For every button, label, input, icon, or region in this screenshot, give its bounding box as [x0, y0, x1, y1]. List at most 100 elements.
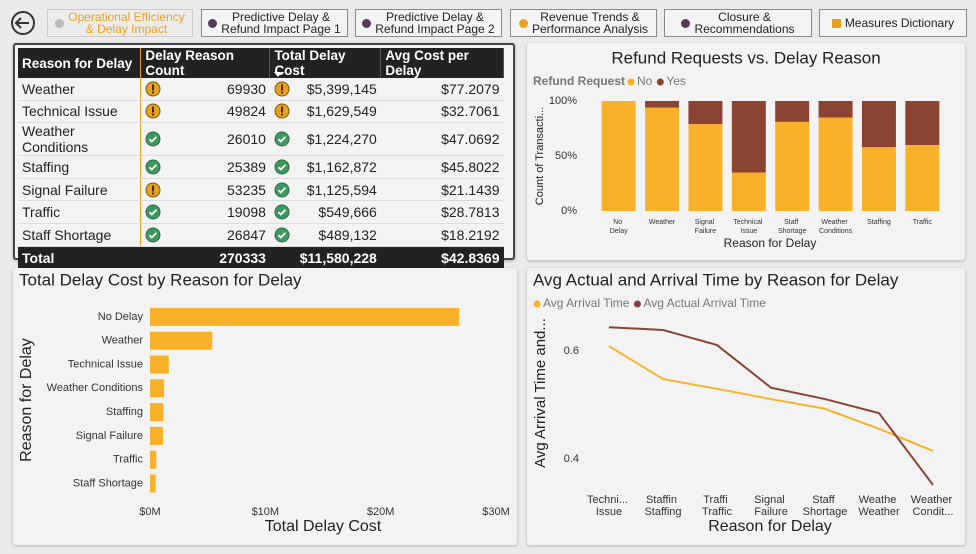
cell-content: 26847	[145, 227, 266, 243]
icon-check	[277, 136, 287, 143]
table-row: Staffing 25389 $1,162,872 $45.8022	[18, 155, 504, 179]
nav-button[interactable]: Operational Efficiency & Delay Impact	[47, 9, 193, 37]
y-axis-title: Count of Transacti...	[534, 107, 546, 205]
cell-text: 19098	[227, 204, 266, 221]
check-icon	[274, 182, 290, 198]
icon-circle	[145, 131, 161, 147]
icon-circle	[274, 131, 290, 147]
table-cell: $47.0692	[380, 122, 504, 157]
legend-marker	[633, 300, 641, 308]
x-tick-label: $30M	[482, 506, 510, 518]
check-icon	[274, 131, 290, 147]
table-cell: $1,629,549	[269, 100, 381, 124]
x-tick-label: No Delay	[610, 219, 628, 235]
nav-label-line: Measures Dictionary	[844, 16, 955, 30]
icon-dot	[280, 113, 283, 116]
nav-label-line: Operational Efficiency	[68, 10, 185, 24]
nav-icon	[208, 18, 218, 28]
bar-segment	[818, 101, 853, 118]
time-chart: Avg Actual and Arrival Time by Reason fo…	[532, 270, 955, 535]
y-tick-label: Signal Failure	[76, 430, 143, 442]
refund-chart: Refund Requests vs. Delay Reason Refund R…	[533, 48, 940, 250]
icon-circle	[274, 227, 290, 243]
cell-text: 25389	[227, 158, 266, 175]
nav-label-line: Predictive Delay &	[385, 10, 485, 24]
cell-content: $1,629,549	[274, 103, 377, 119]
cell-text: $1,162,872	[306, 158, 377, 175]
table-cell: Weather Conditions	[18, 122, 142, 157]
legend-label: Yes	[666, 74, 686, 88]
table-cell: Technical Issue	[18, 100, 142, 124]
bar-segment	[645, 101, 680, 108]
bar	[150, 426, 163, 445]
icon-circle	[145, 227, 161, 243]
table-cell: $28.7813	[380, 200, 504, 224]
bar-segment	[731, 172, 766, 211]
x-tick-label: Staffing	[867, 219, 891, 226]
nav-icon	[831, 18, 841, 28]
nav-button[interactable]: Predictive Delay & Refund Impact Page 2	[355, 9, 502, 37]
cell-text: $489,132	[318, 226, 377, 243]
legend-title: Refund Request	[533, 74, 625, 88]
cell-content: $1,162,872	[274, 159, 377, 175]
icon-circle	[274, 159, 290, 175]
x-tick-label: Staff Shortage	[778, 219, 807, 235]
bar	[150, 307, 460, 326]
x-tick-label: Techni... Issue	[587, 494, 631, 518]
cell-content: $549,666	[274, 204, 377, 220]
series-line	[608, 326, 934, 486]
nav-button[interactable]: Closure & Recommendations	[664, 9, 812, 37]
nav-button[interactable]: Measures Dictionary	[819, 9, 967, 37]
table-cell: Weather	[18, 78, 142, 101]
x-tick-label: Staff Shortage	[803, 494, 848, 518]
nav-label-line: Recommendations	[694, 22, 795, 36]
table-cell: 19098	[140, 200, 270, 224]
table-row: Weather 69930 $5,399,145 $77.2079	[18, 78, 504, 101]
nav-icon	[55, 18, 65, 28]
x-tick-label: Weather	[649, 219, 676, 226]
table-cell: $1,125,594	[269, 178, 381, 202]
legend-label: Avg Arrival Time	[543, 296, 630, 310]
y-tick-label: Traffic	[113, 454, 143, 466]
table-cell: $18.2192	[380, 223, 504, 247]
table-cell: $5,399,145	[269, 78, 381, 101]
x-tick-label: Traffic	[913, 219, 933, 226]
x-tick-label: Weather Conditions	[819, 219, 853, 235]
legend-marker	[533, 300, 541, 308]
bar	[150, 450, 157, 469]
x-tick-label: Technical Issue	[733, 219, 764, 235]
cell-text: $1,629,549	[306, 103, 377, 120]
cell-content: 69930	[145, 81, 266, 97]
icon-bar	[280, 84, 283, 91]
table-cell: 49824	[140, 100, 270, 124]
legend-marker	[627, 78, 635, 86]
table-row: Staff Shortage 26847 $489,132 $18.2192	[18, 223, 504, 247]
warning-icon	[145, 81, 161, 97]
icon-bar	[152, 106, 155, 113]
table-panel: Reason for Delay Delay Reason Count Total …	[13, 43, 515, 269]
y-tick-label: 50%	[555, 150, 577, 162]
nav-button[interactable]: Revenue Trends & Performance Analysis	[510, 9, 657, 37]
cell-text: $1,224,270	[306, 131, 377, 148]
bar	[150, 331, 213, 350]
back-button[interactable]	[10, 10, 36, 36]
bar	[150, 355, 169, 374]
total-cell: $42.8369	[380, 246, 504, 269]
icon-dot	[152, 113, 155, 116]
x-tick-label: Weather Condit...	[911, 494, 955, 518]
y-tick-label: 0%	[561, 205, 577, 217]
nav-label-line: Refund Impact Page 1	[221, 22, 341, 36]
nav-button[interactable]: Predictive Delay & Refund Impact Page 1	[201, 9, 348, 37]
bar-segment	[688, 124, 723, 211]
check-icon	[274, 204, 290, 220]
table-cell: $21.1439	[380, 178, 504, 202]
delay-table: Reason for Delay Delay Reason Count Total …	[18, 48, 504, 269]
cell-content: $489,132	[274, 227, 377, 243]
cell-text: 26847	[227, 226, 266, 243]
header-row: Reason for Delay Delay Reason Count Total …	[18, 48, 504, 78]
nav-icon	[518, 18, 528, 28]
cost-panel: Total Delay Cost by Reason for Delay $0M $…	[13, 268, 517, 545]
total-row: Total 270333 $11,580,228 $42.8369	[18, 246, 504, 269]
table-cell: Staffing	[18, 155, 142, 179]
